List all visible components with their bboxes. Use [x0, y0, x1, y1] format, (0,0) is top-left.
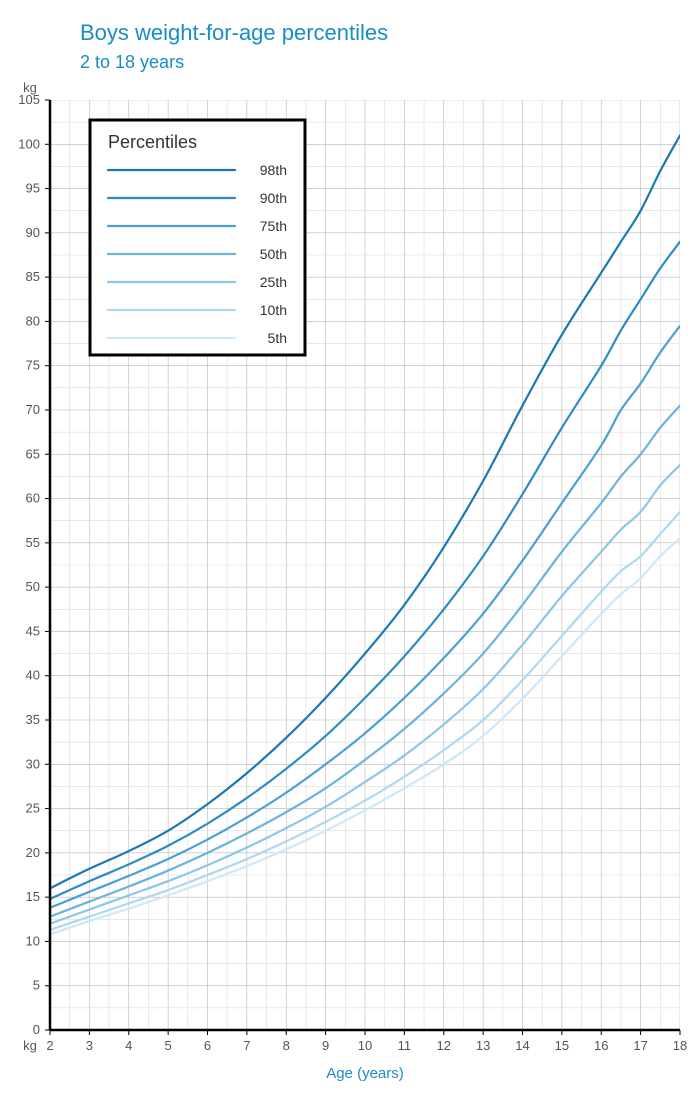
y-tick-label: 95: [26, 181, 40, 196]
legend-label-98th: 98th: [260, 162, 287, 178]
y-tick-label: 25: [26, 801, 40, 816]
x-tick-label: 8: [283, 1038, 290, 1053]
y-tick-label: 75: [26, 358, 40, 373]
x-tick-label: 14: [515, 1038, 529, 1053]
y-tick-label: 85: [26, 269, 40, 284]
y-tick-label: 100: [18, 136, 40, 151]
legend: Percentiles 98th 90th 75th 50th 25th 10th 5th: [90, 120, 305, 355]
y-tick-label: 15: [26, 889, 40, 904]
y-tick-label: 65: [26, 446, 40, 461]
chart-subtitle: 2 to 18 years: [80, 52, 184, 72]
y-tick-label: 70: [26, 402, 40, 417]
y-tick-label: 55: [26, 535, 40, 550]
x-tick-label: 7: [243, 1038, 250, 1053]
y-tick-label: 50: [26, 579, 40, 594]
legend-label-90th: 90th: [260, 190, 287, 206]
y-tick-label: 40: [26, 668, 40, 683]
x-tick-label: 16: [594, 1038, 608, 1053]
y-tick-label: 35: [26, 712, 40, 727]
legend-label-10th: 10th: [260, 302, 287, 318]
legend-label-50th: 50th: [260, 246, 287, 262]
y-tick-label: 90: [26, 225, 40, 240]
x-axis-label: Age (years): [326, 1065, 404, 1082]
legend-title: Percentiles: [108, 132, 197, 152]
y-tick-label: 20: [26, 845, 40, 860]
legend-label-75th: 75th: [260, 218, 287, 234]
growth-chart: Boys weight-for-age percentiles 2 to 18 y…: [0, 0, 700, 1102]
chart-title: Boys weight-for-age percentiles: [80, 20, 388, 45]
x-tick-label: 2: [46, 1038, 53, 1053]
y-tick-label: 80: [26, 313, 40, 328]
x-tick-label: 5: [165, 1038, 172, 1053]
x-tick-label: 6: [204, 1038, 211, 1053]
x-tick-label: 13: [476, 1038, 490, 1053]
legend-label-5th: 5th: [268, 330, 287, 346]
x-tick-label: 18: [673, 1038, 687, 1053]
legend-label-25th: 25th: [260, 274, 287, 290]
y-tick-label: 30: [26, 756, 40, 771]
y-tick-label: 0: [33, 1022, 40, 1037]
x-tick-label: 17: [633, 1038, 647, 1053]
x-tick-label: 3: [86, 1038, 93, 1053]
x-tick-label: 4: [125, 1038, 132, 1053]
y-tick-label: 5: [33, 978, 40, 993]
x-tick-label: 9: [322, 1038, 329, 1053]
x-tick-label: 10: [358, 1038, 372, 1053]
y-unit-top: kg: [23, 80, 37, 95]
x-tick-label: 15: [555, 1038, 569, 1053]
y-unit-bottom: kg: [23, 1038, 37, 1053]
x-tick-label: 12: [437, 1038, 451, 1053]
y-tick-label: 10: [26, 933, 40, 948]
y-tick-label: 60: [26, 491, 40, 506]
x-tick-label: 11: [398, 1038, 412, 1053]
y-tick-label: 45: [26, 623, 40, 638]
